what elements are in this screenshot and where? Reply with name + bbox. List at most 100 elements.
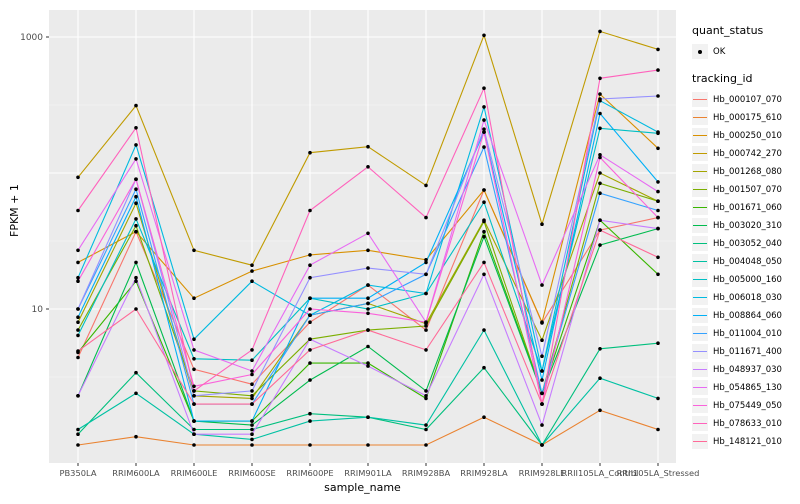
data-point xyxy=(540,391,544,396)
data-point xyxy=(482,33,486,38)
data-point xyxy=(134,194,138,199)
data-point xyxy=(424,427,428,432)
data-point xyxy=(656,226,660,231)
data-point xyxy=(482,86,486,90)
data-point xyxy=(308,348,312,352)
legend-key-line xyxy=(693,135,707,136)
data-point xyxy=(598,155,602,160)
data-point xyxy=(540,378,544,382)
legend-key-box xyxy=(692,128,708,143)
legend-item-Hb_078633_010[interactable]: Hb_078633_010 xyxy=(692,415,800,432)
data-point xyxy=(656,180,660,184)
legend-item-Hb_011671_400[interactable]: Hb_011671_400 xyxy=(692,343,800,360)
data-point xyxy=(192,389,196,393)
data-point xyxy=(424,272,428,277)
data-point xyxy=(482,200,486,204)
data-point xyxy=(134,177,138,181)
data-point xyxy=(192,367,196,372)
legend-item-Hb_000175_610[interactable]: Hb_000175_610 xyxy=(692,109,800,126)
x-tick-label: RRII105LA_Control xyxy=(562,468,639,478)
data-point xyxy=(76,315,80,320)
legend-key-line xyxy=(693,405,707,406)
legend-key-line xyxy=(693,243,707,244)
data-point xyxy=(250,427,254,432)
data-point xyxy=(192,384,196,389)
legend-key-line xyxy=(693,261,707,262)
data-point xyxy=(656,427,660,432)
data-point xyxy=(598,191,602,195)
legend-item-Hb_000742_270[interactable]: Hb_000742_270 xyxy=(692,145,800,162)
legend-key-line xyxy=(693,351,707,352)
legend-item-Hb_075449_050[interactable]: Hb_075449_050 xyxy=(692,397,800,414)
data-point xyxy=(134,103,138,108)
data-point xyxy=(76,333,80,338)
data-point xyxy=(482,127,486,131)
data-point xyxy=(540,320,544,325)
legend-key-box xyxy=(692,434,708,449)
data-point xyxy=(424,258,428,262)
legend-item-Hb_000250_010[interactable]: Hb_000250_010 xyxy=(692,127,800,144)
data-point xyxy=(308,337,312,342)
legend-item-label: Hb_001268_080 xyxy=(713,166,782,177)
legend-item-Hb_003052_040[interactable]: Hb_003052_040 xyxy=(692,235,800,252)
data-point xyxy=(424,396,428,401)
data-point xyxy=(540,423,544,427)
data-point xyxy=(482,415,486,420)
legend-item-ok[interactable]: OK xyxy=(692,43,800,60)
data-point xyxy=(250,437,254,442)
legend-item-Hb_148121_010[interactable]: Hb_148121_010 xyxy=(692,433,800,450)
legend-item-Hb_006018_030[interactable]: Hb_006018_030 xyxy=(692,289,800,306)
legend-key-box xyxy=(692,110,708,125)
x-tick-label: RRIM600LE xyxy=(171,468,218,478)
data-point xyxy=(308,150,312,155)
legend-item-Hb_054865_130[interactable]: Hb_054865_130 xyxy=(692,379,800,396)
data-point xyxy=(482,118,486,122)
data-point xyxy=(192,248,196,253)
legend-key-line xyxy=(693,369,707,370)
legend-item-Hb_004048_050[interactable]: Hb_004048_050 xyxy=(692,253,800,270)
legend-item-Hb_003020_310[interactable]: Hb_003020_310 xyxy=(692,217,800,234)
data-point xyxy=(76,432,80,437)
data-point xyxy=(366,443,370,447)
legend-item-Hb_001507_070[interactable]: Hb_001507_070 xyxy=(692,181,800,198)
data-point xyxy=(366,328,370,332)
data-point xyxy=(424,443,428,447)
legend-key-line xyxy=(693,441,707,442)
data-point xyxy=(250,389,254,393)
data-point xyxy=(308,411,312,416)
data-point xyxy=(598,97,602,101)
data-point xyxy=(76,328,80,332)
legend-key-box xyxy=(692,182,708,197)
legend-item-label: Hb_000250_010 xyxy=(713,130,782,141)
data-point xyxy=(134,370,138,375)
data-point xyxy=(134,201,138,205)
legend-item-Hb_000107_070[interactable]: Hb_000107_070 xyxy=(692,91,800,108)
legend-item-Hb_001268_080[interactable]: Hb_001268_080 xyxy=(692,163,800,180)
data-point xyxy=(250,372,254,377)
legend-item-label: Hb_075449_050 xyxy=(713,400,782,411)
legend-item-Hb_008864_060[interactable]: Hb_008864_060 xyxy=(692,307,800,324)
legend-key-line xyxy=(693,117,707,118)
legend-key-box xyxy=(692,272,708,287)
data-point xyxy=(192,296,196,301)
legend-item-Hb_005000_160[interactable]: Hb_005000_160 xyxy=(692,271,800,288)
data-point xyxy=(482,130,486,134)
legend-item-Hb_011004_010[interactable]: Hb_011004_010 xyxy=(692,325,800,342)
data-point xyxy=(76,427,80,432)
data-point xyxy=(308,419,312,423)
data-point xyxy=(598,347,602,351)
data-point xyxy=(424,389,428,393)
data-point xyxy=(76,175,80,180)
legend-item-label: Hb_054865_130 xyxy=(713,382,782,393)
data-point xyxy=(598,171,602,175)
data-point xyxy=(366,301,370,306)
data-point xyxy=(656,255,660,260)
legend-item-label: Hb_000175_610 xyxy=(713,112,782,123)
legend-item-Hb_048937_030[interactable]: Hb_048937_030 xyxy=(692,361,800,378)
legend-item-label: Hb_011671_400 xyxy=(713,346,782,357)
legend-item-Hb_001671_060[interactable]: Hb_001671_060 xyxy=(692,199,800,216)
x-tick-label: RRIM928BA xyxy=(402,468,451,478)
data-point xyxy=(134,187,138,191)
data-point xyxy=(656,396,660,401)
legend-key-line xyxy=(693,207,707,208)
